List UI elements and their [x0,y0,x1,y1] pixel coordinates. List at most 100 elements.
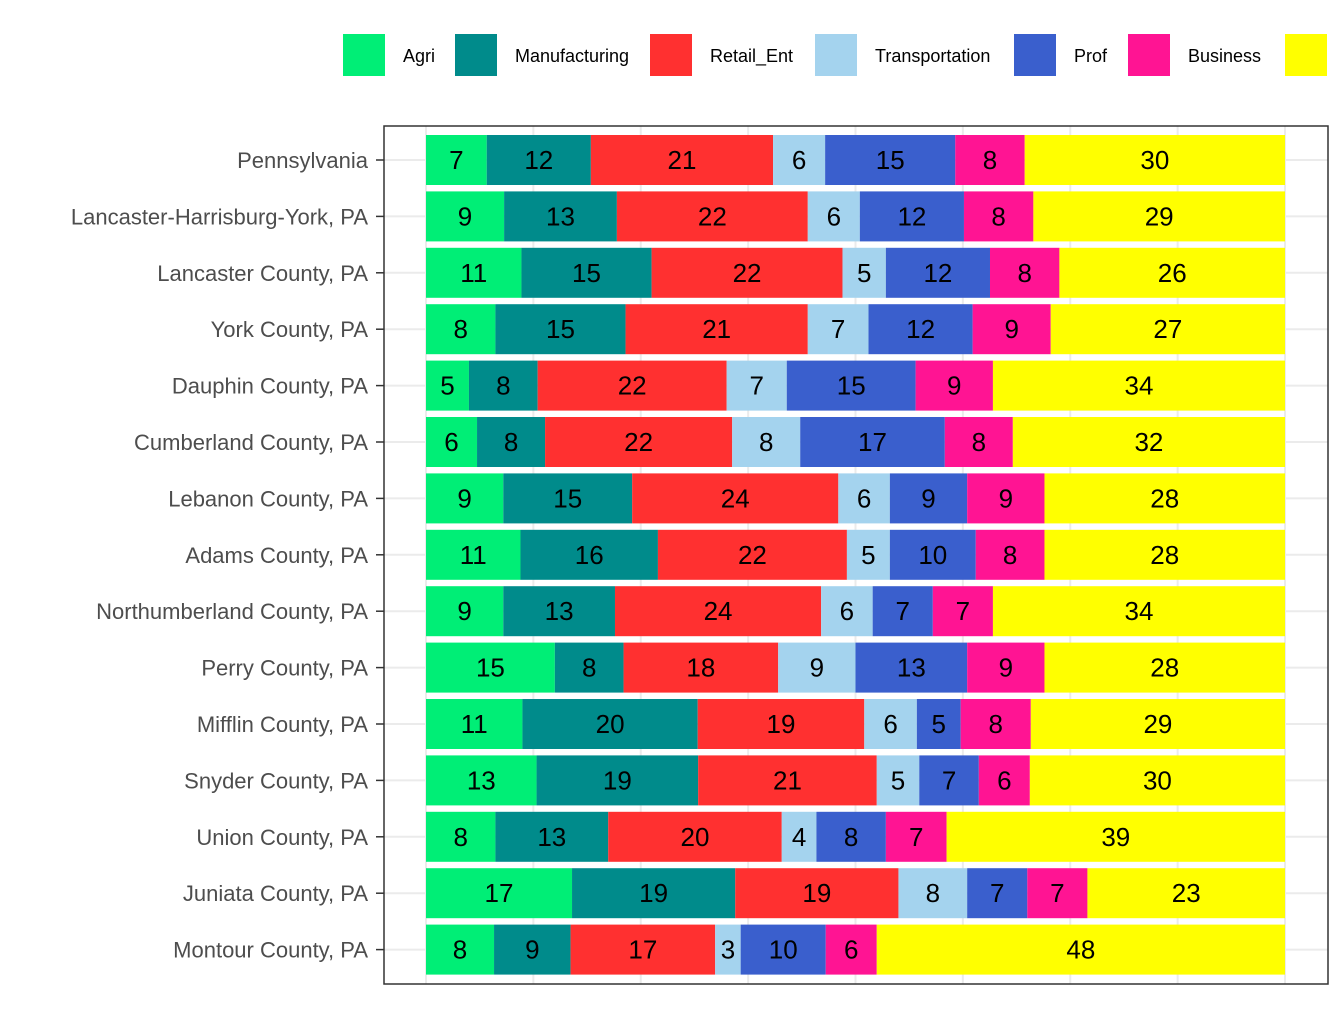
bar-segment [885,247,990,298]
data-label: 34 [1125,596,1154,626]
bar-segment [855,642,968,693]
bar-segment [426,924,495,975]
bar-segment [842,247,886,298]
category-label: Lebanon County, PA [168,486,368,511]
bar-segment [522,699,698,749]
bar-segment [807,191,860,242]
data-label: 19 [603,765,632,795]
data-label: 6 [997,765,1011,795]
bar-segment [967,473,1045,524]
data-label: 21 [668,145,697,175]
bar-segment [992,586,1285,637]
data-label: 21 [702,314,731,344]
legend-label: Transportation [875,46,990,66]
bar-segment [967,642,1045,693]
data-label: 5 [932,709,946,739]
bar-segment [608,811,782,862]
bar-segment [590,135,774,185]
data-label: 4 [792,822,806,852]
bar-segment [876,755,920,806]
bar-segment [521,247,652,298]
bar-segment [426,755,537,806]
bar-segment [735,868,899,919]
bar-segment [632,473,839,524]
bar-segment [919,755,979,806]
data-label: 19 [802,878,831,908]
bar-segment [426,642,555,693]
bar-segment [955,135,1025,185]
bar-segment [1033,191,1285,242]
data-label: 27 [1153,314,1182,344]
bar-segment [944,417,1013,467]
data-label: 9 [810,653,824,683]
bar-segment [1059,247,1285,298]
data-label: 8 [844,822,858,852]
bar-segment [614,586,822,637]
data-label: 8 [453,314,467,344]
legend-label: Business [1188,46,1261,66]
bar-segment [967,868,1028,919]
bar-segment [426,868,573,919]
data-label: 23 [1172,878,1201,908]
category-label: Pennsylvania [237,148,369,173]
data-label: 9 [999,653,1013,683]
bar-segment [625,304,808,355]
bar-segment [868,304,973,355]
category-label: York County, PA [211,317,369,342]
bar-segment [898,868,968,919]
data-label: 5 [861,540,875,570]
bar-segment [426,304,496,355]
data-label: 15 [476,653,505,683]
bar-segment [972,304,1051,355]
data-label: 8 [453,935,467,965]
data-label: 29 [1145,201,1174,231]
data-label: 20 [596,709,625,739]
data-label: 13 [545,596,574,626]
category-label: Lancaster-Harrisburg-York, PA [71,204,368,229]
category-label: Mifflin County, PA [197,712,369,737]
data-label: 8 [989,709,1003,739]
data-label: 22 [618,371,647,401]
bar-segment [651,247,843,298]
data-label: 9 [525,935,539,965]
data-label: 6 [444,427,458,457]
data-label: 8 [496,371,510,401]
data-label: 9 [458,201,472,231]
data-label: 7 [896,596,910,626]
data-label: 22 [738,540,767,570]
data-label: 18 [686,653,715,683]
bar-segment [426,586,504,637]
bar-segment [800,417,945,467]
data-label: 7 [1050,878,1064,908]
bar-segment [978,755,1030,806]
bar-segment [426,529,521,580]
bar-segment [504,191,617,242]
legend-key [815,34,857,76]
bar-segment [426,247,522,298]
bar-segment [1044,529,1285,580]
data-label: 7 [449,145,463,175]
bar-segment [885,811,947,862]
data-label: 8 [1017,258,1031,288]
bar-segment [838,473,890,524]
data-label: 30 [1140,145,1169,175]
bar-segment [846,529,890,580]
bar-segment [503,586,615,637]
bar-segment [825,135,956,185]
bars [426,135,1285,975]
bar-segment [989,247,1060,298]
data-label: 19 [639,878,668,908]
category-label: Dauphin County, PA [172,374,368,399]
data-label: 7 [942,765,956,795]
data-label: 10 [769,935,798,965]
bar-segment [494,924,571,975]
bar-segment [825,924,877,975]
bar-segment [616,191,808,242]
bar-segment [963,191,1034,242]
data-label: 13 [546,201,575,231]
data-label: 20 [681,822,710,852]
bar-segment [486,135,591,185]
data-label: 8 [453,822,467,852]
value-labels: 7 12 21 6 15 8 30 9 13 22 6 12 8 29 11 15 22 5 12 8 26 8 15 21 7… [440,145,1200,965]
data-label: 15 [572,258,601,288]
